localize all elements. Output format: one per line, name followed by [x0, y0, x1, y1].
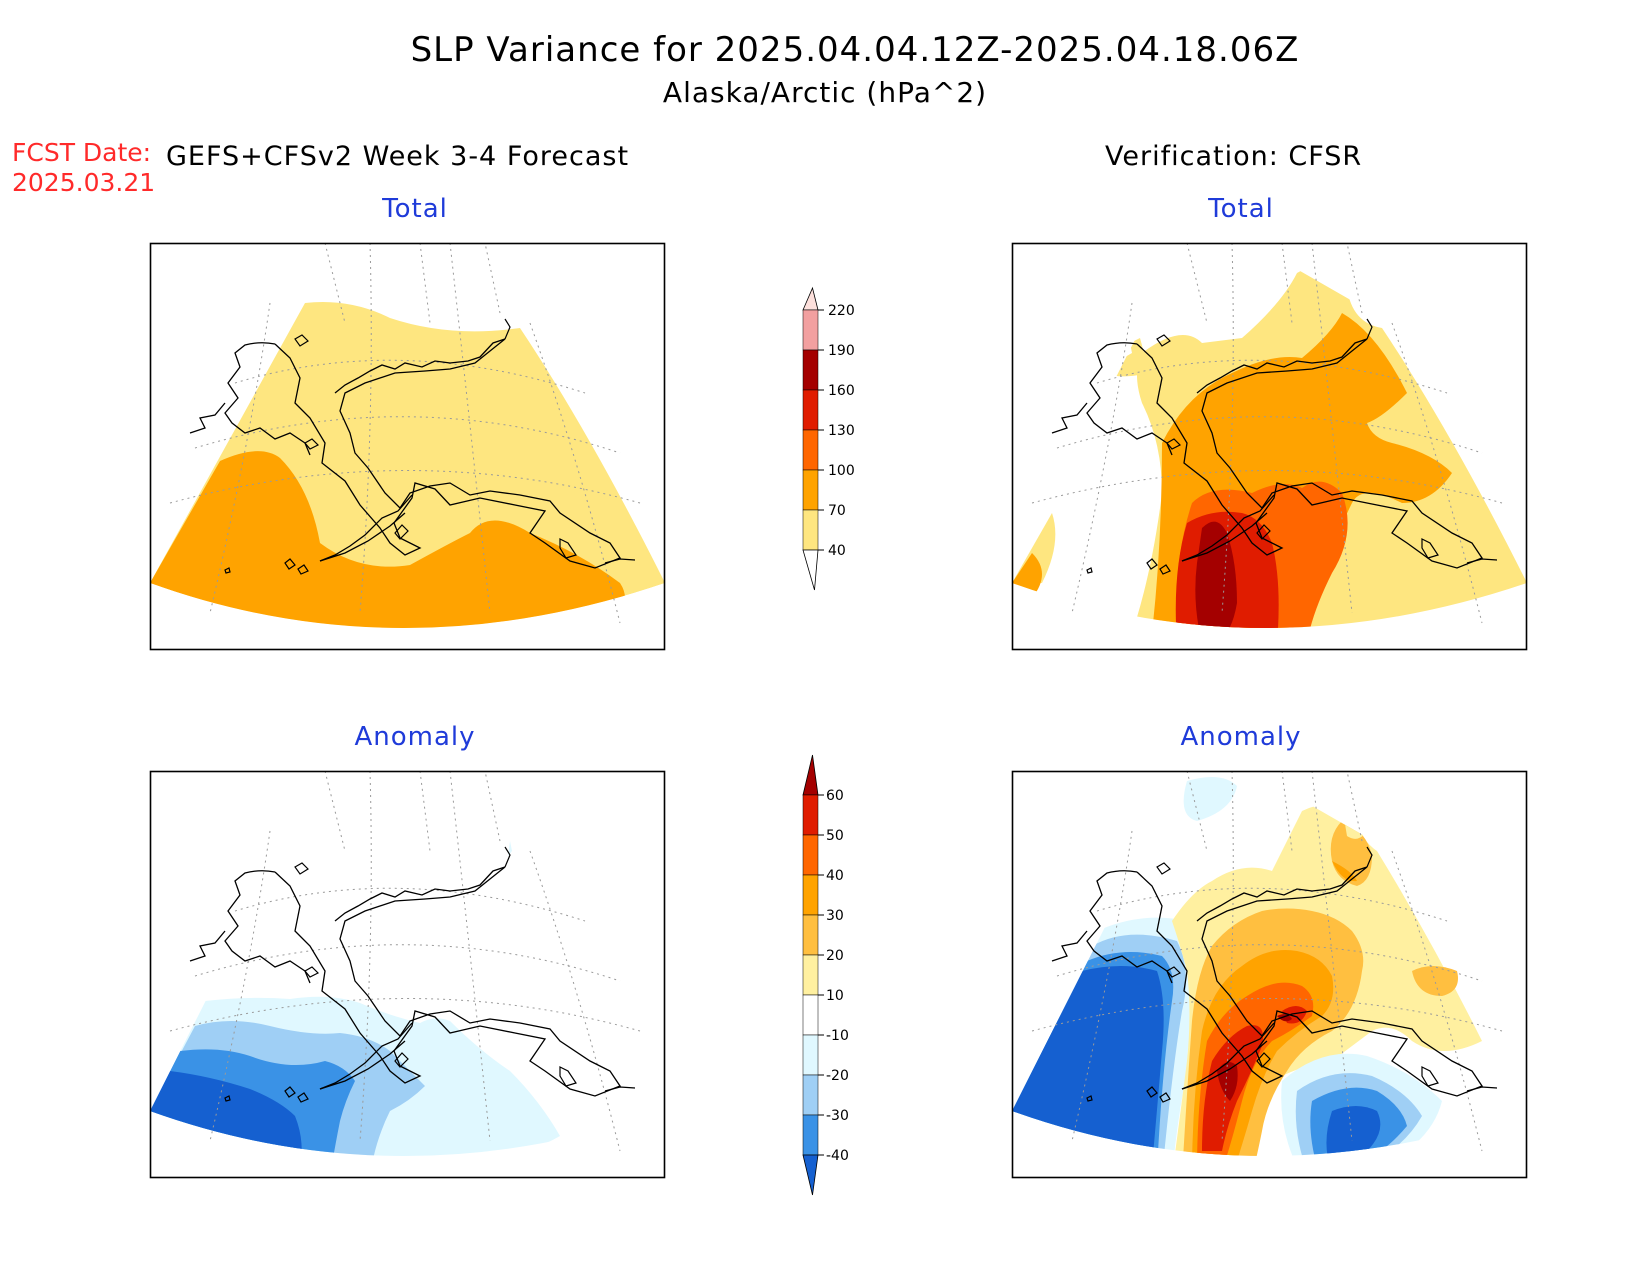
colorbar-total-swatch: [802, 429, 819, 471]
colorbar-anomaly-swatch: [802, 1034, 819, 1076]
colorbar-total-label: 220: [828, 303, 855, 319]
colorbar-total-label: 40: [828, 543, 846, 559]
colorbar-anomaly-label: 10: [826, 988, 844, 1004]
fcst-date-value: 2025.03.21: [12, 168, 156, 197]
forecast-total-map: [149, 242, 666, 651]
colorbar-anomaly-swatch: [802, 1074, 819, 1116]
forecast-anomaly-title: Anomaly: [354, 722, 476, 752]
colorbar-total-swatch: [802, 389, 819, 431]
colorbar-total-bottom-triangle: [802, 549, 819, 591]
colorbar-anomaly-swatch: [802, 914, 819, 956]
colorbar-anomaly-swatch: [802, 1114, 819, 1156]
colorbar-total-label: 130: [828, 423, 855, 439]
verification-total-title: Total: [1208, 194, 1274, 224]
colorbar-anomaly-swatch: [802, 794, 819, 836]
colorbar-anomaly-bottom-triangle: [802, 1154, 819, 1196]
forecast-anomaly-map: [149, 770, 666, 1179]
fcst-date-label: FCST Date:: [12, 138, 152, 167]
verification-anomaly-map: [1011, 770, 1528, 1179]
colorbar-total-swatch: [802, 349, 819, 391]
colorbar-total-swatch: [802, 469, 819, 511]
colorbar-total-label: 160: [828, 383, 855, 399]
colorbar-anomaly-label: 30: [826, 908, 844, 924]
colorbar-total-swatch: [802, 509, 819, 551]
colorbar-anomaly-label: 20: [826, 948, 844, 964]
colorbar-anomaly-label: -10: [826, 1028, 849, 1044]
colorbar-total-top-triangle: [802, 286, 819, 311]
verification-column-header: Verification: CFSR: [1105, 141, 1363, 172]
verification-anomaly-title: Anomaly: [1180, 722, 1302, 752]
forecast-column-header: GEFS+CFSv2 Week 3-4 Forecast: [166, 141, 630, 172]
main-subtitle: Alaska/Arctic (hPa^2): [662, 76, 988, 109]
colorbar-anomaly-top-triangle: [802, 754, 819, 796]
colorbar-total-label: 100: [828, 463, 855, 479]
colorbar-anomaly: 60 50 40 30 20 10 -10 -20 -30 -40: [802, 754, 849, 1196]
colorbar-anomaly-label: -40: [826, 1148, 849, 1164]
colorbar-total: 220 190 160 130 100 70 40: [802, 286, 855, 591]
colorbar-total-label: 190: [828, 343, 855, 359]
colorbar-anomaly-label: -30: [826, 1108, 849, 1124]
main-title: SLP Variance for 2025.04.04.12Z-2025.04.…: [410, 30, 1300, 70]
colorbar-total-swatch: [802, 309, 819, 351]
colorbar-anomaly-swatch: [802, 834, 819, 876]
colorbar-anomaly-label: 50: [826, 828, 844, 844]
colorbar-total-label: 70: [828, 503, 846, 519]
verification-total-map: [1011, 242, 1528, 651]
colorbar-anomaly-swatch: [802, 994, 819, 1036]
colorbar-anomaly-label: 40: [826, 868, 844, 884]
colorbar-anomaly-swatch: [802, 954, 819, 996]
colorbar-anomaly-label: -20: [826, 1068, 849, 1084]
colorbar-anomaly-swatch: [802, 874, 819, 916]
forecast-total-title: Total: [382, 194, 448, 224]
colorbar-anomaly-label: 60: [826, 788, 844, 804]
